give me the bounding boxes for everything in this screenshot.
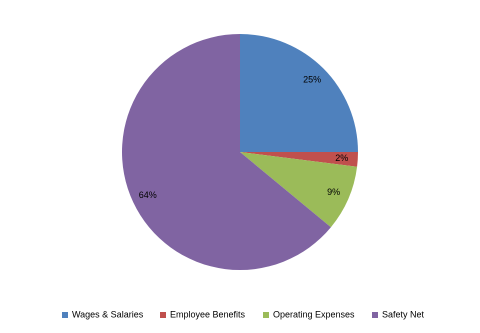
pie-slice [240,152,358,167]
legend-marker [263,312,269,318]
data-label: 64% [139,190,157,200]
pie-slice [122,34,331,271]
data-label: 9% [327,187,340,197]
legend-marker [372,312,378,318]
legend-label: Wages & Salaries [72,309,144,319]
legend-marker [160,312,166,318]
legend-label: Employee Benefits [170,309,246,319]
pie-slice [240,34,358,152]
legend-label: Safety Net [382,309,425,319]
legend-marker [62,312,68,318]
pie-slice [240,152,358,228]
data-label: 25% [303,74,321,84]
legend-label: Operating Expenses [273,309,355,319]
data-label: 2% [335,153,348,163]
